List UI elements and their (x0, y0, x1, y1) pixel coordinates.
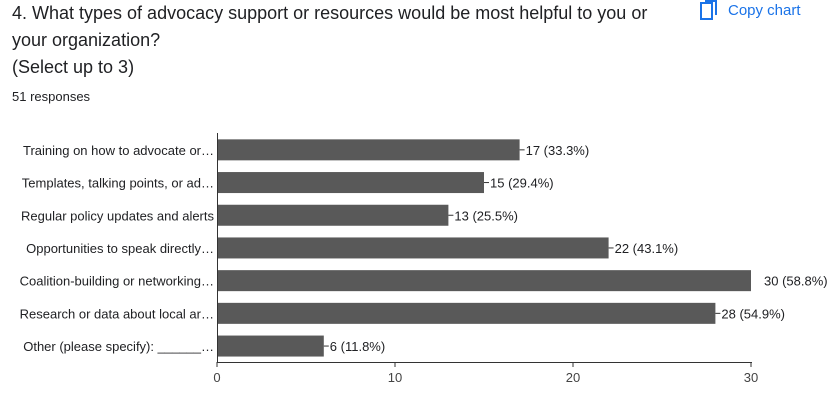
question-line-1: 4. What types of advocacy support or res… (12, 3, 648, 23)
x-tick-label: 0 (213, 370, 220, 385)
bar (217, 335, 324, 357)
bar (217, 172, 484, 194)
data-label: 30 (58.8%) (764, 274, 828, 289)
x-tick-label: 20 (566, 370, 580, 385)
category-label: Training on how to advocate or… (23, 143, 214, 158)
category-label: Research or data about local ar… (20, 306, 214, 321)
category-label: Regular policy updates and alerts (21, 208, 214, 223)
category-label: Coalition-building or networking… (20, 274, 214, 289)
copy-chart-label: Copy chart (728, 1, 801, 19)
x-tick-label: 30 (744, 370, 758, 385)
copy-icon (700, 0, 717, 20)
bar (217, 302, 716, 324)
data-label: 13 (25.5%) (454, 208, 518, 223)
data-label: 22 (43.1%) (615, 241, 679, 256)
bar (217, 270, 751, 292)
copy-chart-button[interactable]: Copy chart (700, 0, 801, 20)
category-label: Opportunities to speak directly… (26, 241, 214, 256)
data-label: 15 (29.4%) (490, 176, 554, 191)
x-tick-label: 10 (388, 370, 402, 385)
question-line-3: (Select up to 3) (12, 57, 135, 77)
category-label: Templates, talking points, or ad… (22, 176, 214, 191)
data-label: 28 (54.9%) (721, 306, 785, 321)
category-label: Other (please specify): ______… (23, 339, 214, 354)
response-count: 51 responses (12, 89, 91, 104)
bar (217, 139, 520, 161)
question-title: 4. What types of advocacy support or res… (12, 0, 692, 81)
bar (217, 204, 449, 226)
data-label: 17 (33.3%) (526, 143, 590, 158)
question-line-2: your organization? (12, 30, 161, 50)
bar (217, 237, 609, 259)
data-label: 6 (11.8%) (330, 339, 385, 354)
